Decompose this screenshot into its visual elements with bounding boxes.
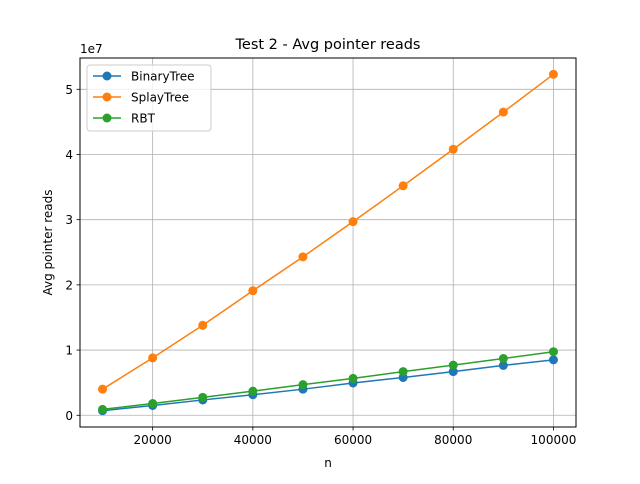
- legend-box: [86, 64, 212, 132]
- legend-marker-binarytree: [102, 71, 112, 81]
- rbt-point: [548, 347, 558, 357]
- splaytree-point: [448, 144, 458, 154]
- binarytree-point: [548, 355, 558, 365]
- legend-label-splaytree: SplayTree: [131, 91, 189, 105]
- rbt-point: [248, 386, 258, 396]
- rbt-point: [98, 404, 108, 414]
- rbt-point: [498, 354, 508, 364]
- rbt-point: [298, 380, 308, 390]
- axis-ticks: 20000 40000 60000 80000 100000 0 1 2 3 4 5: [65, 83, 576, 447]
- legend-marker-rbt: [102, 113, 112, 123]
- rbt-point: [348, 373, 358, 383]
- legend: BinaryTree SplayTree RBT: [86, 64, 212, 132]
- x-tick-label: 100000: [531, 433, 577, 447]
- y-tick-label: 0: [65, 409, 73, 423]
- y-tick-label: 1: [65, 344, 73, 358]
- splaytree-point: [348, 217, 358, 227]
- x-tick-label: 40000: [234, 433, 272, 447]
- data-series: [98, 69, 558, 416]
- splaytree-point: [498, 107, 508, 117]
- y-tick-label: 2: [65, 278, 73, 292]
- x-tick-label: 20000: [134, 433, 172, 447]
- y-axis-label: Avg pointer reads: [41, 189, 55, 295]
- legend-marker-splaytree: [102, 92, 112, 102]
- y-tick-label: 5: [65, 83, 73, 97]
- splaytree-series: [98, 69, 558, 394]
- binarytree-point: [498, 360, 508, 370]
- binarytree-point: [448, 367, 458, 377]
- x-tick-label: 80000: [434, 433, 472, 447]
- splaytree-point: [298, 252, 308, 262]
- binarytree-line: [102, 359, 554, 412]
- y-tick-label: 3: [65, 213, 73, 227]
- y-tick-label: 4: [65, 148, 73, 162]
- rbt-point: [198, 392, 208, 402]
- rbt-series: [98, 347, 558, 414]
- chart-title: Test 2 - Avg pointer reads: [235, 37, 421, 53]
- splaytree-point: [398, 181, 408, 191]
- x-axis-label: n: [324, 456, 332, 470]
- axes-frame: [79, 57, 577, 428]
- legend-entry-binarytree: BinaryTree: [93, 70, 195, 84]
- splaytree-line: [102, 73, 554, 390]
- splaytree-point: [248, 286, 258, 296]
- rbt-point: [148, 399, 158, 409]
- splaytree-point: [198, 320, 208, 330]
- splaytree-point: [548, 69, 558, 79]
- y-axis-offset-text: 1e7: [80, 42, 103, 56]
- splaytree-point: [98, 384, 108, 394]
- rbt-line: [102, 350, 554, 411]
- grid-lines: [80, 58, 576, 427]
- rbt-point: [398, 367, 408, 377]
- legend-label-binarytree: BinaryTree: [131, 70, 195, 84]
- x-tick-label: 60000: [334, 433, 372, 447]
- rbt-point: [448, 360, 458, 370]
- legend-label-rbt: RBT: [131, 112, 156, 126]
- legend-entry-splaytree: SplayTree: [93, 91, 189, 105]
- legend-entry-rbt: RBT: [93, 112, 156, 126]
- splaytree-point: [148, 353, 158, 363]
